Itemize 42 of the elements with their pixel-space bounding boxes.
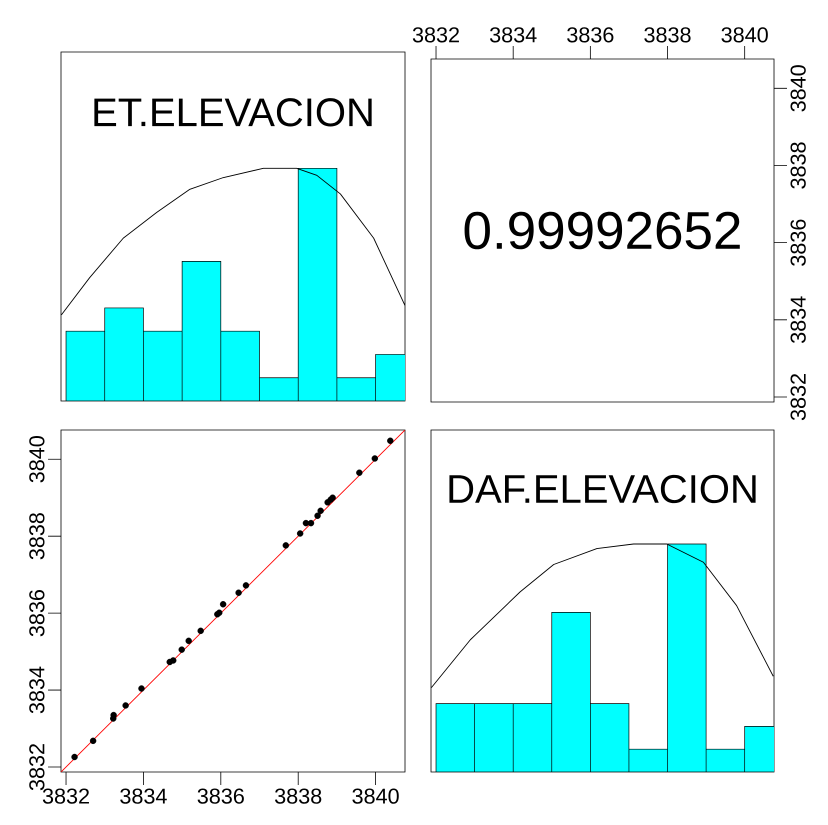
y-tick-label: 3834 [29,666,44,714]
point [282,542,290,549]
point [90,738,96,744]
point [308,520,314,526]
point [110,712,117,718]
point [185,638,192,644]
x-tick-label: 3832 [412,27,459,42]
point [317,508,324,514]
point [197,628,204,634]
point [170,657,176,664]
x-tick-label: 3834 [120,788,167,804]
point [220,601,226,608]
x-tick-label: 3834 [490,27,537,42]
point [138,685,145,692]
y-tick-label: 3840 [790,65,806,112]
point [372,455,378,462]
point [296,530,304,537]
x-tick-label: 3840 [352,788,399,804]
y-tick-label: 3836 [790,220,806,266]
point [356,470,363,476]
chart-title: DAF.ELEVACION [449,474,756,504]
y-tick-label: 3834 [790,296,806,344]
point [387,438,394,444]
y-tick-label: 3840 [29,436,44,482]
x-tick-label: 3836 [198,788,244,804]
point [122,702,129,709]
y-tick-label: 3832 [790,374,806,420]
point [242,582,250,589]
x-tick-label: 3832 [42,788,89,804]
x-tick-label: 3838 [644,27,691,42]
annotation: 0.99992652 [464,212,740,250]
point [314,512,321,519]
y-tick-label: 3838 [29,513,44,560]
y-tick-label: 3838 [790,142,806,189]
y-tick-label: 3836 [29,590,44,636]
point [178,646,185,653]
point [235,590,242,596]
point [71,754,78,760]
x-tick-label: 3840 [721,27,768,42]
x-tick-label: 3836 [567,27,614,42]
chart-title: ET.ELEVACION [94,98,372,126]
x-tick-label: 3838 [275,788,322,804]
